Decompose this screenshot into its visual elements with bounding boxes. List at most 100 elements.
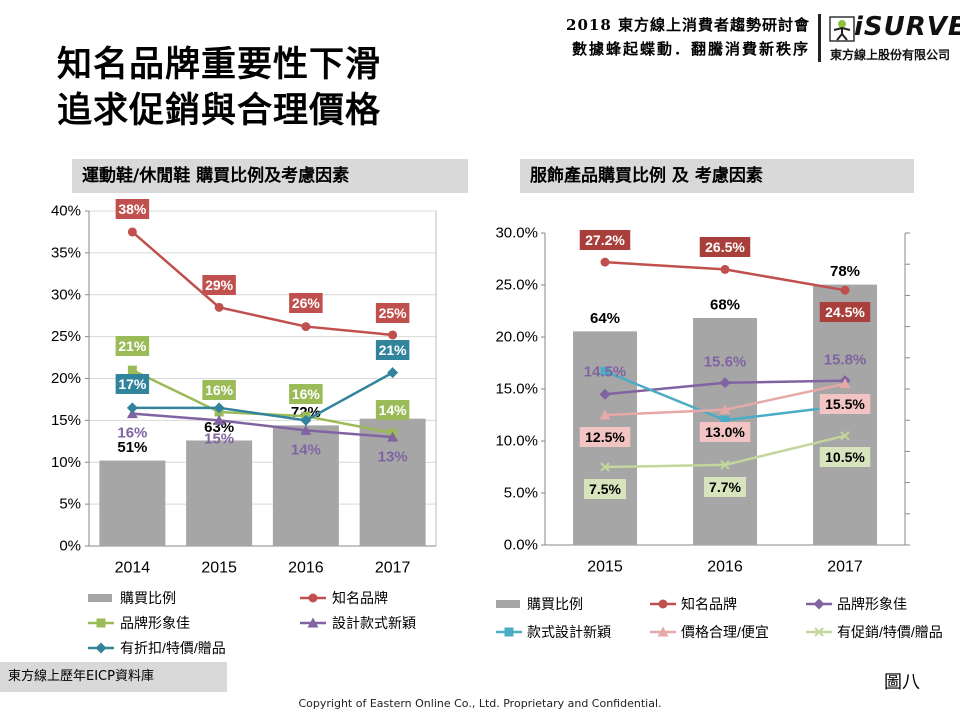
c2-legend-label: 有促銷/特價/贈品 bbox=[837, 624, 943, 640]
c1-line-brand-point bbox=[127, 227, 137, 237]
c2-legend-label: 價格合理/便宜 bbox=[681, 624, 769, 640]
c1-legend-swatch bbox=[88, 594, 112, 602]
c1-line-image-point bbox=[127, 365, 137, 375]
c1-legend-label: 有折扣/特價/贈品 bbox=[120, 640, 226, 656]
c2-price-label: 12.5% bbox=[585, 429, 625, 445]
c1-line-design bbox=[132, 412, 393, 439]
c1-line-design-point bbox=[213, 414, 225, 425]
c2-legend-marker bbox=[814, 627, 824, 637]
c2-xtick-label: 2017 bbox=[827, 559, 863, 576]
conference-banner: 2018 東方線上消費者趨勢研討會 數據蜂起蝶動．翻騰消費新秩序 bbox=[520, 14, 810, 62]
c1-legend-marker bbox=[95, 642, 107, 654]
c1-image-label: 16% bbox=[292, 386, 321, 402]
c1-bar bbox=[99, 460, 166, 546]
c2-line-price-point bbox=[839, 378, 851, 389]
c2-line-design-point bbox=[720, 415, 730, 425]
title-line-1: 知名品牌重要性下滑 bbox=[57, 45, 382, 85]
c2-price-label: 15.5% bbox=[825, 396, 865, 412]
c2-legend-label: 款式設計新穎 bbox=[527, 624, 611, 640]
c2-bar-label: 78% bbox=[830, 263, 860, 280]
c1-line-brand bbox=[131, 230, 393, 337]
c1-ytick-label: 25% bbox=[51, 328, 81, 345]
logo-divider bbox=[818, 14, 821, 62]
c2-price-label: 13.0% bbox=[705, 424, 745, 440]
c1-bar-label: 63% bbox=[204, 419, 234, 436]
c2-promo-label-bg bbox=[819, 447, 871, 467]
c2-line-brand-point bbox=[720, 264, 730, 274]
c2-price-label-bg bbox=[819, 394, 871, 414]
c2-bar-label: 64% bbox=[590, 310, 620, 327]
copyright-notice: Copyright of Eastern Online Co., Ltd. Pr… bbox=[298, 697, 662, 710]
page-title: 知名品牌重要性下滑 追求促銷與合理價格 bbox=[57, 42, 381, 134]
c1-ytick-label: 0% bbox=[59, 538, 81, 555]
c1-image-label: 16% bbox=[205, 382, 234, 398]
c1-ytick-label: 15% bbox=[51, 412, 81, 429]
c2-legend-marker bbox=[813, 598, 825, 610]
c2-xtick-label: 2015 bbox=[587, 559, 623, 576]
c1-discount-label-bg bbox=[375, 340, 410, 360]
c1-design-label: 13% bbox=[378, 449, 408, 466]
c2-ytick-label: 30.0% bbox=[495, 225, 538, 242]
c1-xtick-label: 2017 bbox=[375, 560, 411, 577]
c1-line-design-point bbox=[387, 431, 399, 442]
c1-ytick-label: 10% bbox=[51, 454, 81, 471]
c1-line-brand-point bbox=[388, 330, 398, 340]
c1-design-label: 15% bbox=[204, 431, 234, 448]
c2-legend-label: 購買比例 bbox=[527, 596, 583, 612]
c1-image-label-bg bbox=[115, 336, 150, 356]
c1-legend-label: 品牌形象佳 bbox=[120, 615, 190, 631]
c2-bar-label: 68% bbox=[710, 296, 740, 313]
c1-brand-label-bg bbox=[202, 275, 236, 295]
figure-number: 圖八 bbox=[884, 672, 920, 693]
c1-ytick-label: 20% bbox=[51, 370, 81, 387]
c1-line-image bbox=[131, 368, 393, 435]
c2-line-image-point bbox=[599, 388, 611, 400]
c2-brand-label-bg bbox=[579, 230, 631, 250]
c2-image-label: 15.8% bbox=[824, 352, 867, 369]
conference-title: 2018 東方線上消費者趨勢研討會 bbox=[566, 16, 810, 34]
c2-brand-label: 26.5% bbox=[705, 239, 745, 255]
c2-bar bbox=[813, 284, 877, 545]
c1-image-label-bg bbox=[375, 400, 410, 420]
c1-design-label: 14% bbox=[291, 442, 321, 459]
c2-ytick-label: 10.0% bbox=[495, 433, 538, 450]
c1-ytick-label: 35% bbox=[51, 244, 81, 261]
c2-promo-label-bg bbox=[584, 479, 626, 499]
c2-line-brand-point bbox=[600, 257, 610, 267]
c1-line-discount-point bbox=[213, 402, 225, 414]
chart2-title: 服飾產品購買比例 及 考慮因素 bbox=[520, 159, 914, 193]
c1-discount-label-bg bbox=[115, 374, 150, 394]
c1-image-label-bg bbox=[289, 384, 323, 404]
logo-figure-icon bbox=[829, 16, 855, 42]
chart1-title: 運動鞋/休閒鞋 購買比例及考慮因素 bbox=[72, 159, 468, 193]
c2-xtick-label: 2016 bbox=[707, 559, 743, 576]
c2-promo-label: 7.7% bbox=[709, 479, 741, 495]
c2-image-label: 15.6% bbox=[704, 354, 747, 371]
data-source-label: 東方線上歷年EICP資料庫 bbox=[0, 662, 227, 692]
c1-brand-label-bg bbox=[115, 199, 150, 219]
c1-brand-label-bg bbox=[375, 303, 410, 323]
c1-line-discount-point bbox=[300, 414, 312, 426]
c2-ytick-label: 5.0% bbox=[504, 485, 538, 502]
c2-legend-marker bbox=[658, 599, 668, 609]
c2-ytick-label: 15.0% bbox=[495, 381, 538, 398]
c1-ytick-label: 30% bbox=[51, 286, 81, 303]
c1-image-label: 14% bbox=[379, 402, 408, 418]
c1-bar bbox=[186, 440, 253, 546]
c2-ytick-label: 25.0% bbox=[495, 277, 538, 294]
c1-line-brand-point bbox=[301, 322, 311, 332]
c2-legend-label: 品牌形象佳 bbox=[837, 596, 907, 612]
c2-line-design-point bbox=[600, 366, 610, 376]
c2-legend-marker bbox=[504, 627, 514, 637]
c2-legend-marker bbox=[657, 626, 669, 637]
c2-brand-label-bg bbox=[819, 302, 871, 322]
c2-promo-label: 10.5% bbox=[825, 449, 865, 465]
c1-design-label: 16% bbox=[117, 425, 147, 442]
c1-legend-marker bbox=[307, 617, 319, 628]
c1-brand-label-bg bbox=[289, 293, 323, 313]
c2-promo-label-bg bbox=[704, 477, 746, 497]
c1-xtick-label: 2016 bbox=[288, 560, 324, 577]
c2-line-promo-point bbox=[840, 431, 850, 441]
c2-line-promo-point bbox=[720, 460, 730, 470]
